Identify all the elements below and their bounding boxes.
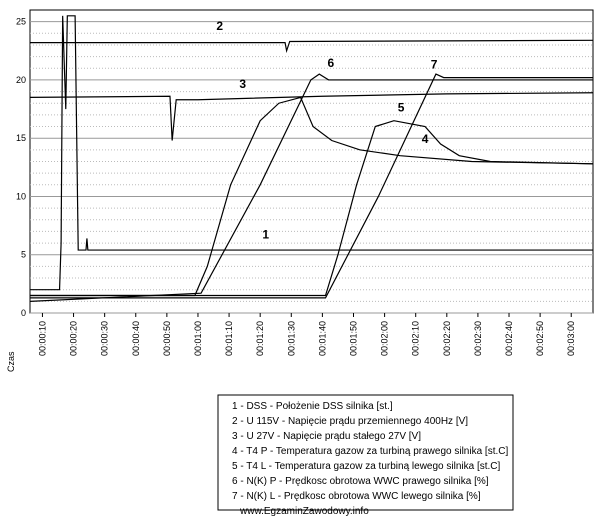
- x-tick-label: 00:02:50: [535, 321, 545, 356]
- x-tick-label: 00:01:10: [224, 321, 234, 356]
- series-line: [30, 96, 594, 297]
- legend-entry: 2 - U 115V - Napięcie prądu przemiennego…: [232, 416, 468, 427]
- legend-entry: 7 - N(K) L - Prędkosc obrotowa WWC leweg…: [232, 491, 481, 502]
- series-line: [30, 15, 593, 291]
- x-tick-label: 00:02:30: [473, 321, 483, 356]
- annotation: 5: [398, 100, 405, 114]
- x-axis-label: Czas: [6, 351, 16, 372]
- x-tick-label: 00:02:40: [504, 321, 514, 356]
- x-tick-label: 00:00:30: [100, 321, 110, 356]
- legend-entry: 5 - T4 L - Temperatura gazow za turbiną …: [232, 461, 500, 472]
- y-tick-label: 15: [16, 133, 26, 143]
- x-tick-label: 00:02:00: [380, 321, 390, 356]
- y-tick-label: 0: [21, 308, 26, 318]
- x-tick-label: 00:01:30: [286, 321, 296, 356]
- series-line: [29, 73, 593, 302]
- y-tick-label: 10: [16, 191, 26, 201]
- annotation: 1: [262, 227, 269, 241]
- legend-entry: 3 - U 27V - Napięcie prądu stałego 27V […: [232, 431, 421, 442]
- x-tick-label: 00:01:00: [193, 321, 203, 356]
- legend-entry: 4 - T4 P - Temperatura gazow za turbiną …: [232, 446, 508, 457]
- legend-box: [217, 394, 514, 511]
- series-line: [30, 120, 594, 297]
- series-line: [29, 92, 594, 141]
- series-line: [30, 39, 594, 54]
- y-tick-label: 25: [16, 17, 26, 27]
- annotation: 3: [239, 77, 246, 91]
- x-tick-label: 00:00:50: [162, 321, 172, 356]
- x-tick-label: 00:00:20: [69, 321, 79, 356]
- legend-entry: 6 - N(K) P - Prędkosc obrotowa WWC prawe…: [232, 476, 489, 487]
- annotation: 6: [327, 56, 334, 70]
- y-tick-label: 5: [21, 250, 26, 260]
- annotation: 4: [422, 132, 429, 146]
- series-line: [30, 73, 593, 299]
- annotation: 2: [216, 19, 223, 33]
- annotation: 7: [431, 57, 438, 71]
- x-tick-label: 00:02:10: [411, 321, 421, 356]
- footer: www.EgzaminZawodowy.info: [239, 506, 369, 517]
- x-tick-label: 00:00:40: [131, 321, 141, 356]
- x-tick-label: 00:01:20: [255, 321, 265, 356]
- x-tick-label: 00:00:10: [37, 321, 47, 356]
- x-tick-label: 00:01:40: [317, 321, 327, 356]
- x-tick-label: 00:01:50: [348, 321, 358, 356]
- legend-entry: 1 - DSS - Położenie DSS silnika [st.]: [232, 401, 393, 412]
- y-tick-label: 20: [16, 75, 26, 85]
- x-tick-label: 00:03:00: [566, 321, 576, 356]
- x-tick-label: 00:02:20: [442, 321, 452, 356]
